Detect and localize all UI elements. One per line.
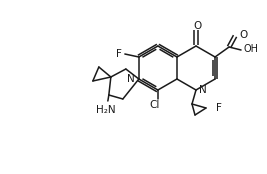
Text: O: O [193,21,201,31]
Text: N: N [199,85,207,95]
Text: F: F [116,49,122,59]
Text: Cl: Cl [150,100,160,110]
Text: N: N [127,74,135,84]
Text: O: O [239,30,247,40]
Text: H₂N: H₂N [96,105,116,115]
Text: F: F [216,103,222,113]
Text: OH: OH [243,44,258,54]
